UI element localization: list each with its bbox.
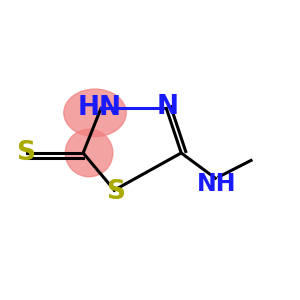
Text: NH: NH	[197, 172, 237, 196]
Text: S: S	[106, 178, 125, 205]
Text: HN: HN	[77, 95, 122, 122]
Ellipse shape	[64, 89, 126, 136]
Ellipse shape	[65, 129, 113, 177]
Text: S: S	[16, 140, 35, 166]
Text: N: N	[157, 94, 179, 120]
